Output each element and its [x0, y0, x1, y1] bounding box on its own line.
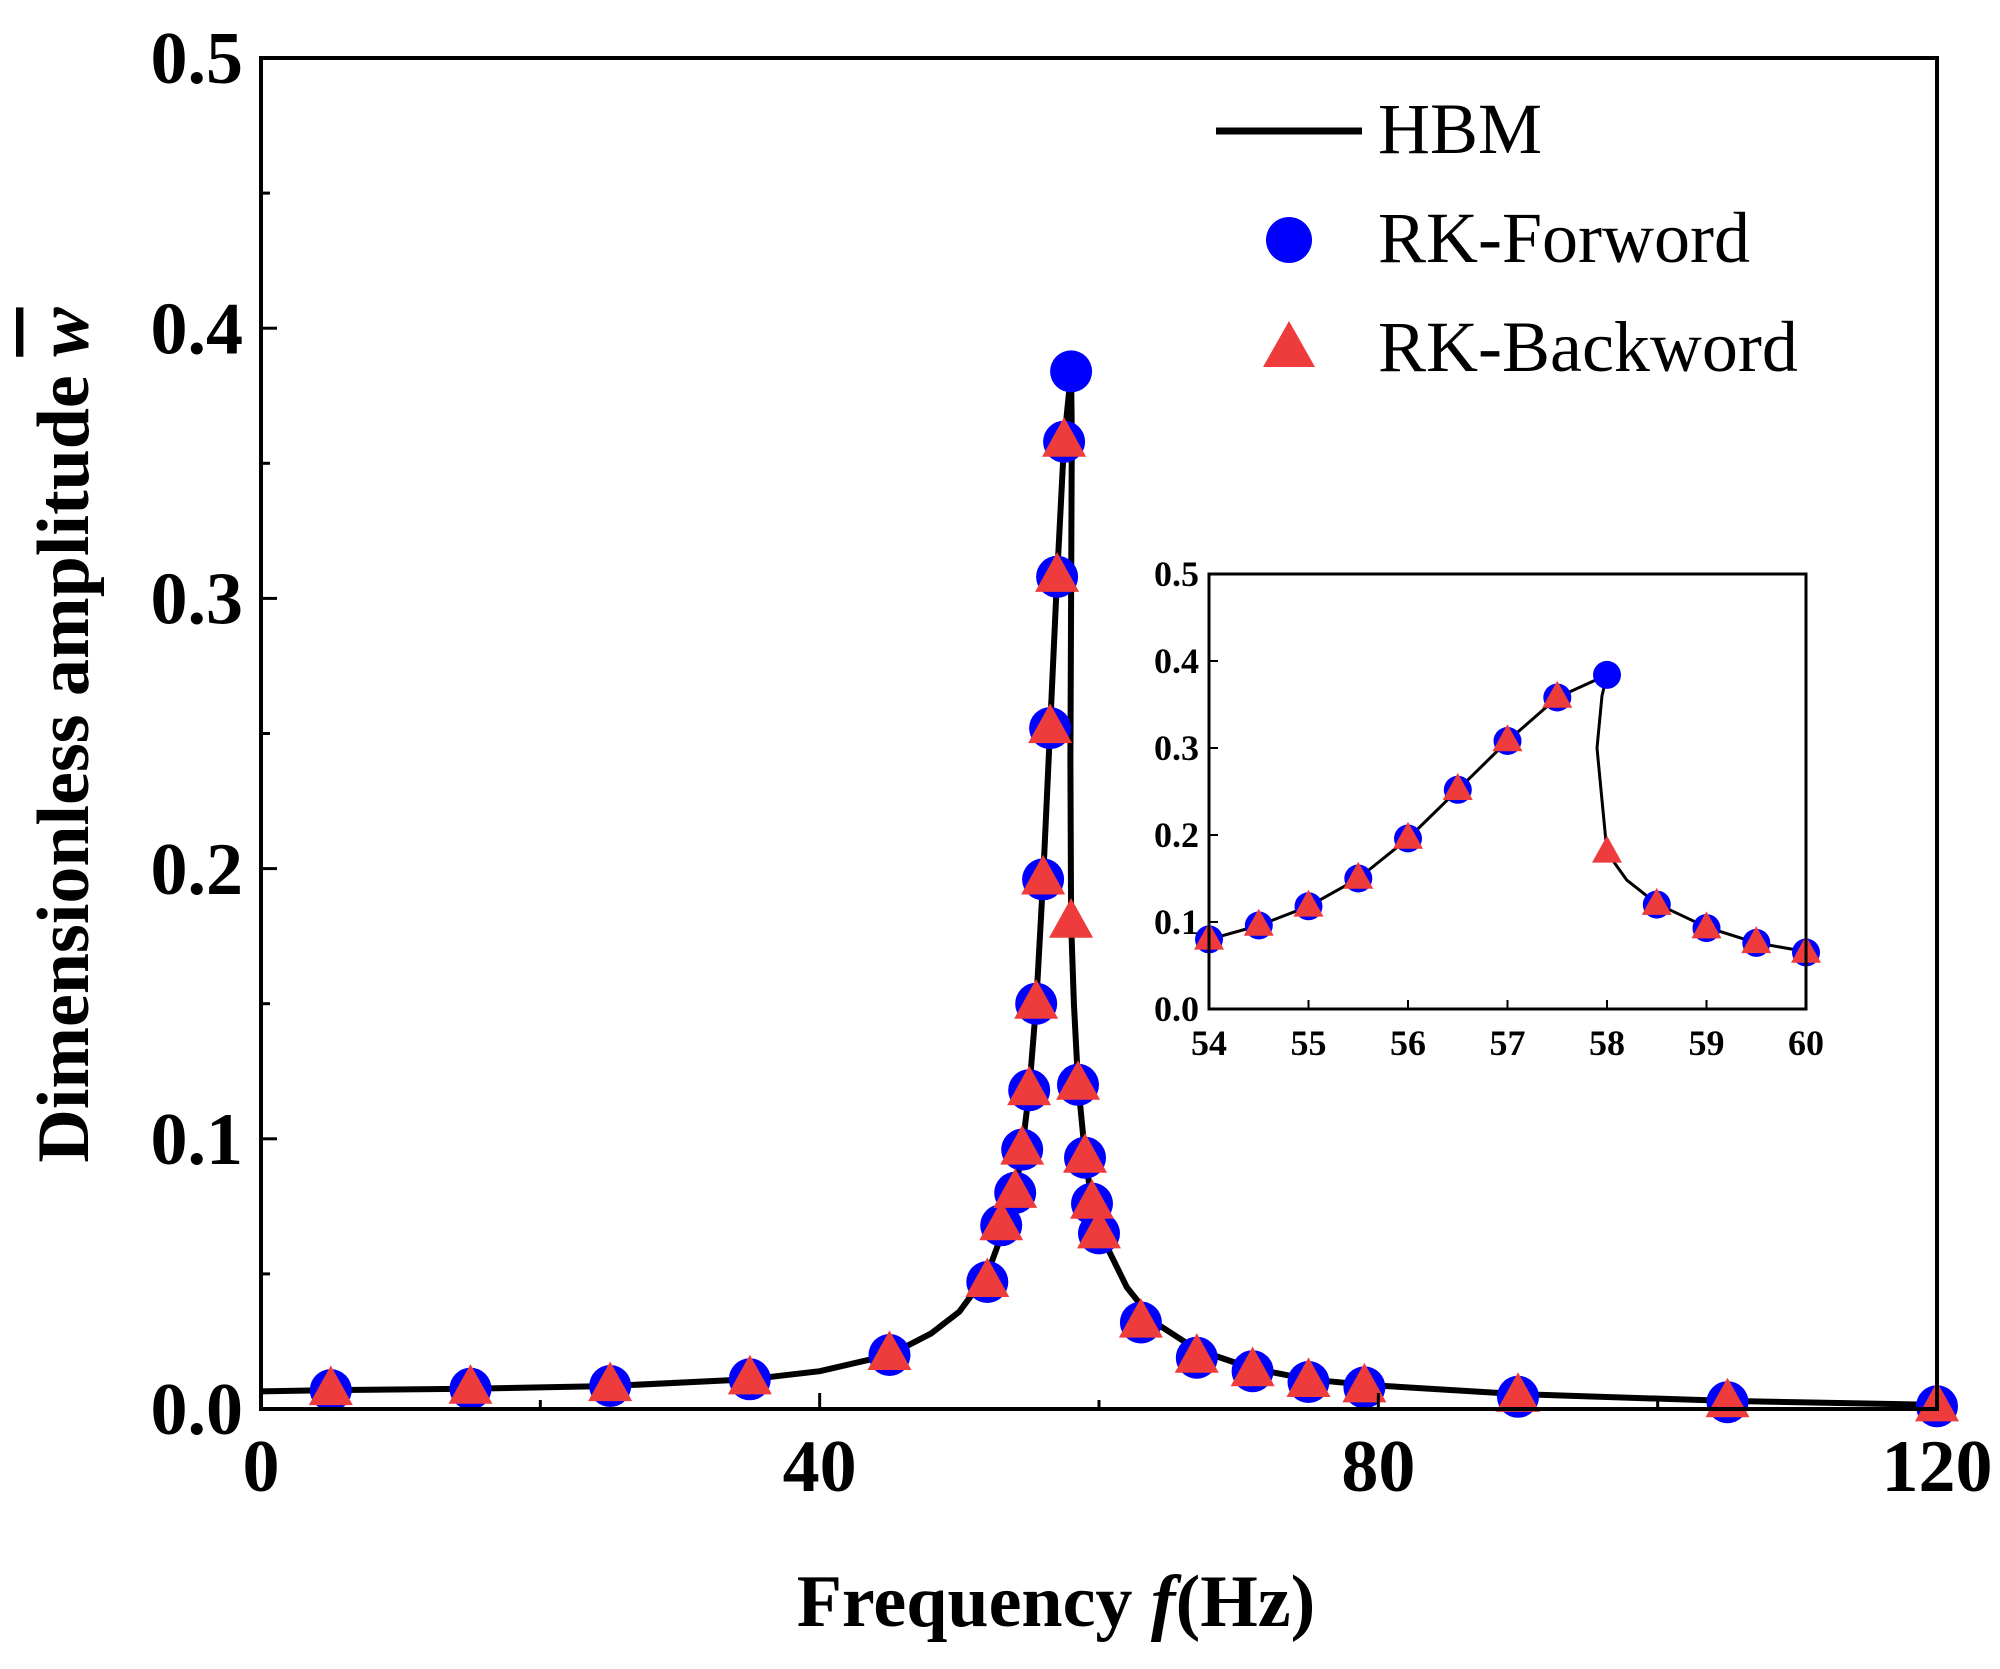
main-rk-backword-point [993, 1168, 1038, 1208]
inset-y-tick-label: 0.3 [1154, 728, 1199, 768]
y-axis-title: Dimensionless amplitude w [23, 307, 105, 1163]
main-x-tick-label: 0 [243, 1426, 280, 1508]
main-y-tick-label: 0.3 [151, 559, 244, 641]
legend-rk-backword-marker [1263, 321, 1315, 367]
x-axis-title-prefix: Frequency [797, 1561, 1151, 1643]
main-marker-layer [308, 350, 1959, 1428]
x-axis-title: Frequency f(Hz) [797, 1561, 1316, 1643]
legend-hbm-label: HBM [1378, 89, 1542, 169]
inset-x-tick-label: 57 [1490, 1023, 1526, 1063]
inset-rk-backword-point [1741, 926, 1772, 954]
inset-tick-layer [1208, 573, 1807, 1010]
main-y-tick-label: 0.2 [151, 829, 244, 911]
main-rk-backword-point [1063, 1133, 1108, 1173]
main-rk-backword-point [1342, 1362, 1387, 1403]
main-rk-backword-point [1035, 552, 1080, 592]
y-axis-title-prefix: Dimensionless amplitude [23, 357, 105, 1163]
main-rk-backword-point [1070, 1179, 1115, 1219]
inset-x-tick-label: 54 [1191, 1023, 1227, 1063]
main-x-tick-label: 120 [1882, 1426, 1993, 1508]
main-y-tick-label: 0.0 [151, 1369, 244, 1451]
main-rk-backword-point [588, 1361, 633, 1402]
main-rk-backword-point [448, 1364, 493, 1404]
main-y-tick-label: 0.4 [151, 288, 244, 370]
inset-y-tick-label: 0.2 [1154, 815, 1199, 855]
inset-rk-backword-point [1492, 724, 1523, 752]
main-rk-backword-point [1286, 1357, 1331, 1398]
main-rk-backword-point [1021, 854, 1066, 895]
inset-rk-backword-point [1293, 889, 1324, 917]
y-axis-title-symbol: w [23, 307, 105, 357]
main-x-tick-label: 40 [783, 1426, 857, 1508]
legend-rk-forword-label: RK-Forword [1378, 198, 1750, 278]
legend-rk-forword-marker [1266, 217, 1312, 263]
inset-rk-forword-point [1593, 660, 1621, 689]
main-rk-backword-point [1077, 1208, 1121, 1249]
inset-y-tick-label: 0.4 [1154, 641, 1199, 681]
inset-x-tick-label: 56 [1390, 1023, 1426, 1063]
main-rk-backword-point [1049, 898, 1094, 938]
x-axis-title-unit: (Hz) [1176, 1561, 1316, 1643]
main-rk-backword-point [1056, 1060, 1101, 1100]
inset-y-tick-label: 0.1 [1154, 902, 1199, 942]
main-y-tick-label: 0.1 [151, 1099, 244, 1181]
main-rk-backword-point [308, 1365, 353, 1406]
inset-rk-backword-point [1592, 835, 1622, 863]
inset-rk-backword-point [1542, 680, 1573, 708]
inset-rk-backword-point [1243, 908, 1274, 936]
inset-rk-backword-point [1343, 861, 1374, 889]
main-rk-backword-point [979, 1200, 1024, 1241]
inset-plot: 54 55 56 57 58 59 60 0.0 0.1 0.2 0.3 0.4 0.5 [1154, 554, 1824, 1063]
main-label-layer: 0 40 80 120 0.0 0.1 0.2 0.3 0.4 0.5 [151, 18, 1993, 1508]
inset-rk-backword-point [1393, 821, 1423, 849]
main-rk-backword-point [965, 1257, 1010, 1298]
main-rk-backword-point [1014, 979, 1059, 1019]
legend: HBM RK-Forword RK-Backword [1216, 89, 1798, 387]
legend-rk-backword-label: RK-Backword [1378, 307, 1798, 387]
inset-background [1209, 574, 1806, 1009]
inset-x-tick-label: 55 [1291, 1023, 1327, 1063]
main-rk-backword-point [1230, 1346, 1275, 1387]
main-tick-layer [259, 56, 1939, 1411]
main-rk-backword-point [1000, 1125, 1045, 1165]
inset-marker-layer [1194, 660, 1821, 967]
main-plot: 0 40 80 120 0.0 0.1 0.2 0.3 0.4 0.5 Frequency f(H… [23, 18, 1993, 1643]
main-rk-backword-point [1496, 1372, 1540, 1412]
inset-x-tick-label: 58 [1589, 1023, 1625, 1063]
main-rk-backword-point [867, 1330, 912, 1371]
main-y-tick-label: 0.5 [151, 18, 244, 100]
inset-x-tick-label: 60 [1788, 1023, 1824, 1063]
inset-y-tick-label: 0.0 [1154, 989, 1199, 1029]
main-rk-backword-point [1007, 1065, 1052, 1106]
main-rk-backword-point [1042, 417, 1087, 457]
main-rk-backword-point [727, 1354, 772, 1395]
inset-x-tick-label: 59 [1689, 1023, 1725, 1063]
inset-label-layer: 54 55 56 57 58 59 60 0.0 0.1 0.2 0.3 0.4 0.5 [1154, 554, 1824, 1063]
inset-rk-backword-point [1641, 887, 1672, 915]
inset-rk-backword-point [1691, 911, 1722, 939]
main-x-tick-label: 80 [1341, 1426, 1415, 1508]
main-rk-backword-point [1028, 703, 1073, 744]
main-rk-forword-point [1050, 350, 1093, 393]
main-rk-backword-point [1174, 1333, 1219, 1373]
main-rk-backword-point [1118, 1297, 1163, 1338]
inset-y-tick-label: 0.5 [1154, 554, 1199, 594]
inset-rk-backword-point [1442, 773, 1473, 801]
